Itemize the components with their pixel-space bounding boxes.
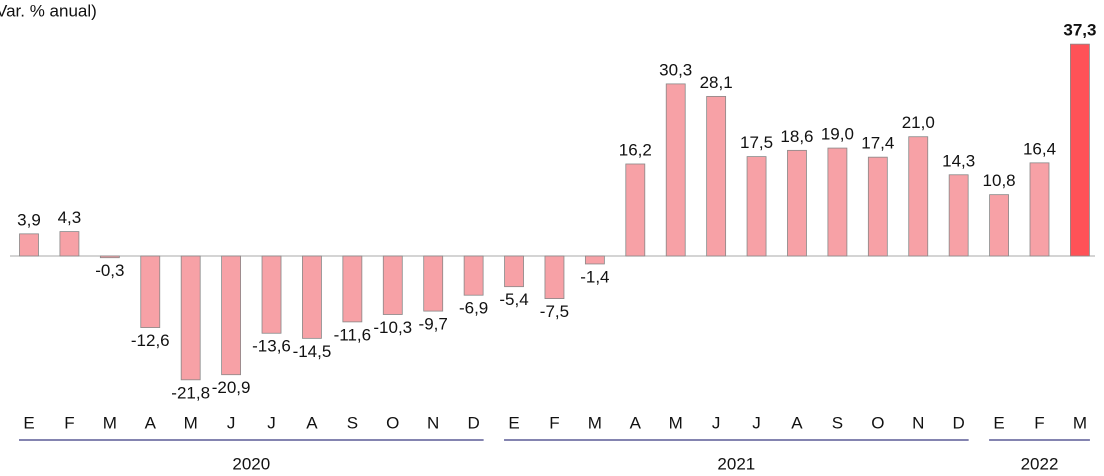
- x-tick-label: F: [549, 413, 559, 432]
- data-label: 16,4: [1023, 139, 1056, 158]
- bar: [867, 156, 888, 257]
- bar: [59, 231, 80, 257]
- x-tick-label: A: [306, 413, 318, 432]
- data-label: -9,7: [419, 315, 448, 334]
- bar: [665, 83, 686, 257]
- data-label: 17,4: [861, 134, 894, 153]
- data-label: 17,5: [740, 133, 773, 152]
- group-label: 2022: [1021, 454, 1059, 473]
- bar: [584, 255, 605, 265]
- bar: [948, 174, 969, 257]
- data-label: -12,6: [131, 331, 170, 350]
- x-tick-label: J: [267, 413, 276, 432]
- x-tick-label: A: [630, 413, 642, 432]
- bar: [625, 163, 646, 257]
- x-tick-label: A: [145, 413, 157, 432]
- data-label: 10,8: [983, 171, 1016, 190]
- x-tick-label: J: [752, 413, 761, 432]
- data-label: -14,5: [293, 342, 332, 361]
- bar: [261, 255, 282, 334]
- x-tick-label: J: [712, 413, 721, 432]
- bar: [140, 255, 161, 328]
- bar: [787, 149, 807, 257]
- x-tick-label: M: [184, 413, 198, 432]
- bar: [544, 255, 565, 299]
- x-tick-label: E: [508, 413, 519, 432]
- data-label: 18,6: [780, 127, 813, 146]
- x-tick-label: N: [912, 413, 924, 432]
- bar: [342, 255, 363, 323]
- bar: [180, 255, 201, 381]
- data-label: -1,4: [580, 267, 609, 286]
- data-label: -7,5: [540, 302, 569, 321]
- group-label: 2020: [232, 454, 270, 473]
- x-tick-label: A: [791, 413, 803, 432]
- data-label: -6,9: [459, 299, 488, 318]
- data-label: -10,3: [373, 318, 412, 337]
- bar: [504, 255, 524, 288]
- data-label: -21,8: [171, 383, 210, 402]
- bar: [989, 194, 1009, 257]
- data-label: 28,1: [700, 73, 733, 92]
- x-tick-label: S: [832, 413, 843, 432]
- x-tick-label: D: [953, 413, 965, 432]
- data-label: 19,0: [821, 125, 854, 144]
- bar: [382, 255, 403, 315]
- bar: [302, 255, 322, 339]
- x-tick-label: O: [386, 413, 399, 432]
- data-label: -11,6: [334, 325, 372, 344]
- bar: [463, 255, 484, 296]
- bar: [827, 147, 848, 257]
- data-label: -13,6: [252, 337, 291, 356]
- bar: [99, 255, 120, 259]
- bar: [746, 156, 767, 257]
- x-tick-label: M: [103, 413, 117, 432]
- bar: [423, 255, 444, 312]
- bar: [908, 136, 929, 257]
- x-tick-label: S: [347, 413, 358, 432]
- data-label: 21,0: [902, 113, 935, 132]
- bar: [706, 95, 727, 257]
- x-tick-label: F: [64, 413, 74, 432]
- chart-title: Var. % anual): [0, 1, 97, 20]
- data-label: 3,9: [17, 210, 41, 229]
- data-label: -20,9: [212, 378, 251, 397]
- data-label: -0,3: [95, 261, 124, 280]
- x-tick-label: F: [1034, 413, 1044, 432]
- data-label: 4,3: [58, 208, 82, 227]
- group-label: 2021: [717, 454, 755, 473]
- data-label: -5,4: [499, 290, 528, 309]
- data-label: 16,2: [619, 140, 652, 159]
- x-tick-label: E: [993, 413, 1004, 432]
- data-label: 37,3: [1063, 21, 1096, 40]
- x-tick-label: M: [1073, 413, 1087, 432]
- x-tick-label: J: [227, 413, 236, 432]
- x-tick-label: E: [23, 413, 34, 432]
- x-tick-label: D: [467, 413, 479, 432]
- x-tick-label: O: [871, 413, 884, 432]
- bar: [221, 255, 242, 376]
- bar: [1070, 43, 1090, 257]
- data-label: 14,3: [942, 151, 975, 170]
- x-tick-label: M: [588, 413, 602, 432]
- x-tick-label: N: [427, 413, 439, 432]
- x-tick-label: M: [669, 413, 683, 432]
- data-label: 30,3: [659, 60, 692, 79]
- bar: [19, 233, 39, 257]
- bar: [1029, 162, 1050, 257]
